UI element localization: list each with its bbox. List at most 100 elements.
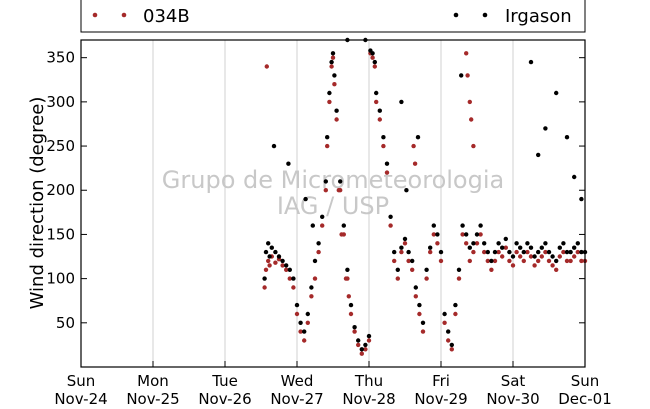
point-034b (417, 311, 422, 317)
point-irgason (334, 108, 339, 113)
watermark-line-2: IAG / USP (277, 192, 389, 220)
point-irgason (366, 333, 372, 339)
y-tick-label: 300 (46, 93, 75, 111)
point-irgason (554, 90, 559, 96)
point-034b (485, 258, 490, 264)
point-irgason (329, 59, 334, 65)
point-irgason (449, 342, 454, 348)
point-irgason (532, 254, 537, 259)
point-irgason (536, 152, 541, 158)
point-irgason (554, 258, 559, 264)
point-irgason (287, 267, 292, 272)
point-irgason (327, 90, 332, 96)
point-034b (536, 258, 541, 264)
point-irgason (276, 254, 282, 259)
point-034b (496, 249, 501, 255)
point-034b (280, 263, 285, 268)
point-034b (392, 258, 397, 264)
point-irgason (395, 267, 400, 272)
point-irgason (284, 263, 289, 268)
x-tick-label-date: Nov-29 (414, 390, 467, 408)
point-irgason (286, 161, 291, 166)
x-tick-label-date: Nov-24 (54, 390, 107, 408)
point-034b (460, 232, 465, 237)
point-irgason (564, 249, 570, 255)
point-034b (411, 143, 416, 149)
point-034b (339, 232, 344, 237)
point-irgason (372, 59, 377, 65)
data-points (262, 37, 588, 356)
point-034b (518, 254, 523, 259)
point-irgason (572, 174, 577, 180)
point-034b (489, 267, 494, 272)
point-034b (528, 254, 534, 259)
point-034b (377, 117, 382, 122)
point-034b (521, 258, 526, 264)
x-tick-label-day: Mon (137, 372, 169, 390)
point-034b (492, 258, 498, 264)
point-irgason (420, 320, 426, 325)
point-034b (264, 64, 269, 69)
point-irgason (514, 241, 519, 246)
point-034b (309, 294, 314, 299)
point-irgason (539, 245, 544, 250)
y-axis: 50 100 150 200 250 300 350 (46, 49, 585, 332)
point-034b (323, 188, 328, 193)
point-irgason (503, 236, 508, 242)
point-irgason (557, 245, 562, 250)
point-irgason (579, 196, 584, 202)
point-034b (348, 311, 354, 317)
point-034b (428, 249, 433, 255)
point-irgason (543, 241, 548, 246)
point-irgason (388, 214, 393, 219)
point-irgason (320, 214, 325, 219)
x-tick-label-day: Sat (501, 372, 526, 390)
point-irgason (406, 249, 411, 255)
point-irgason (474, 232, 480, 237)
point-034b (482, 249, 487, 255)
point-034b (424, 276, 429, 281)
x-tick-label-date: Nov-25 (126, 390, 179, 408)
point-irgason (309, 285, 314, 290)
point-034b (356, 342, 361, 348)
y-tick-label: 50 (56, 314, 75, 332)
point-034b (420, 329, 426, 334)
point-irgason (402, 236, 408, 242)
point-034b (266, 258, 271, 264)
point-irgason (262, 276, 267, 281)
point-irgason (568, 249, 573, 255)
point-034b (370, 55, 375, 60)
legend-marker-irgason-2 (482, 12, 488, 18)
point-irgason (399, 245, 404, 250)
point-irgason (271, 143, 277, 149)
point-irgason (266, 241, 271, 246)
point-irgason (345, 267, 350, 272)
point-034b (410, 267, 415, 272)
x-tick-label-date: Dec-01 (558, 390, 612, 408)
point-034b (381, 143, 386, 149)
point-irgason (564, 135, 570, 140)
point-irgason (330, 51, 336, 56)
point-irgason (341, 223, 346, 228)
point-irgason (410, 258, 415, 264)
point-irgason (492, 249, 498, 255)
point-034b (287, 276, 292, 281)
point-034b (384, 170, 390, 175)
point-034b (363, 347, 368, 352)
point-irgason (269, 245, 274, 250)
point-034b (284, 267, 289, 272)
point-034b (327, 99, 332, 105)
point-034b (442, 320, 447, 325)
point-034b (399, 249, 404, 255)
point-034b (334, 117, 339, 122)
point-irgason (579, 249, 584, 255)
point-irgason (267, 254, 272, 259)
point-034b (298, 329, 303, 334)
point-irgason (428, 245, 433, 250)
point-irgason (316, 241, 321, 246)
point-irgason (294, 302, 300, 308)
point-irgason (384, 161, 390, 166)
point-034b (514, 249, 519, 255)
point-034b (575, 249, 580, 255)
watermark: Grupo de Micrometeorologia IAG / USP (162, 166, 504, 220)
